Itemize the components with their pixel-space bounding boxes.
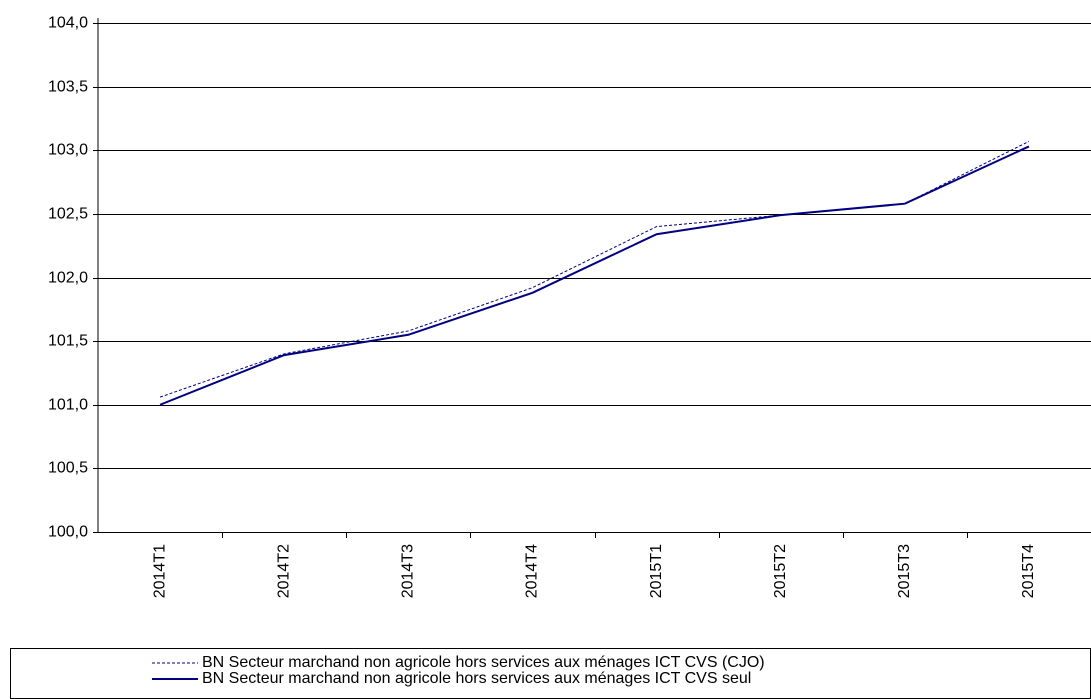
legend-label: BN Secteur marchand non agricole hors se… <box>202 654 765 671</box>
x-tick-label: 2014T3 <box>400 544 417 598</box>
legend-box <box>10 648 1091 699</box>
y-tick-label: 101,5 <box>48 333 88 350</box>
x-tick-label: 2015T3 <box>896 544 913 598</box>
y-tick-label: 100,5 <box>48 460 88 477</box>
x-tick-label: 2015T2 <box>772 544 789 598</box>
x-tick-label: 2014T1 <box>151 544 168 598</box>
x-tick-label: 2014T4 <box>524 544 541 598</box>
y-tick-label: 103,5 <box>48 79 88 96</box>
x-tick-label: 2015T4 <box>1020 544 1037 598</box>
y-tick-label: 101,0 <box>48 397 88 414</box>
y-tick-label: 103,0 <box>48 142 88 159</box>
y-tick-label: 102,0 <box>48 270 88 287</box>
y-tick-label: 100,0 <box>48 524 88 541</box>
y-tick-label: 104,0 <box>48 15 88 32</box>
series-line <box>159 140 1030 398</box>
x-tick-label: 2014T2 <box>275 544 292 598</box>
legend-label: BN Secteur marchand non agricole hors se… <box>202 670 751 687</box>
x-tick-label: 2015T1 <box>648 544 665 598</box>
series-line <box>159 145 1030 406</box>
y-tick-label: 102,5 <box>48 206 88 223</box>
